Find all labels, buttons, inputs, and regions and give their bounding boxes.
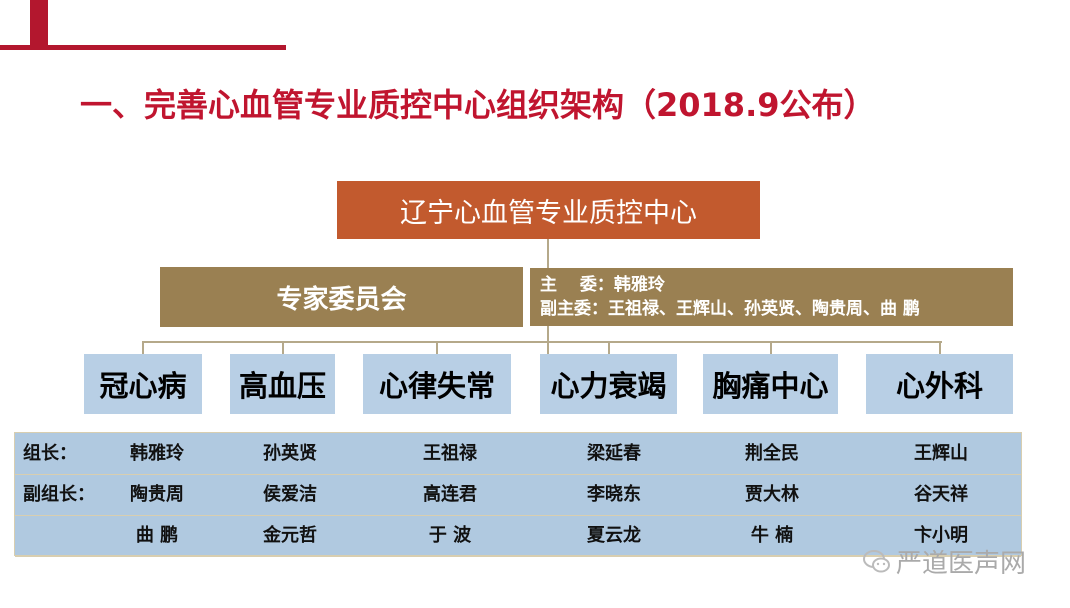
- row-label: 副组长：: [23, 484, 95, 505]
- table-cell: 牛 楠: [750, 525, 794, 546]
- table-cell: 贾大林: [745, 484, 799, 505]
- table-cell: 王辉山: [914, 443, 968, 464]
- connector: [436, 341, 438, 354]
- connector: [769, 341, 772, 354]
- category-box: 高血压: [230, 354, 335, 414]
- table-cell: 陶贵周: [130, 484, 184, 505]
- expert-committee-box: 专家委员会: [160, 267, 523, 327]
- table-cell: 王祖禄: [423, 443, 477, 464]
- table-row: 曲 鹏 金元哲 于 波 夏云龙 牛 楠 卞小明: [15, 515, 1021, 557]
- chair-text: 主 委：韩雅玲: [540, 275, 665, 295]
- table-cell: 梁延春: [587, 443, 641, 464]
- table-cell: 李晓东: [587, 484, 641, 505]
- watermark-text: 严道医声网: [896, 549, 1027, 579]
- table-cell: 于 波: [428, 525, 472, 546]
- table-cell: 曲 鹏: [135, 525, 179, 546]
- table-cell: 卞小明: [914, 525, 968, 546]
- category-box: 心律失常: [363, 354, 511, 414]
- vice-chair-text: 副主委：王祖禄、王辉山、孙英贤、陶贵周、曲 鹏: [540, 299, 920, 319]
- leader-table: 组长： 韩雅玲 孙英贤 王祖禄 梁延春 荆全民 王辉山副组长： 陶贵周 侯爱洁 高连君 李晓东 贾大林…: [14, 432, 1022, 557]
- table-cell: 韩雅玲: [130, 443, 184, 464]
- table-cell: 谷天祥: [914, 484, 968, 505]
- center-box: 辽宁心血管专业质控中心: [337, 181, 760, 239]
- table-row: 副组长： 陶贵周 侯爱洁 高连君 李晓东 贾大林 谷天祥: [15, 474, 1021, 516]
- category-box: 心外科: [866, 354, 1013, 414]
- connector: [142, 341, 942, 343]
- category-box: 心力衰竭: [540, 354, 677, 414]
- table-cell: 夏云龙: [587, 525, 641, 546]
- committee-info-box: 主 委：韩雅玲 副主委：王祖禄、王辉山、孙英贤、陶贵周、曲 鹏: [530, 268, 1013, 326]
- category-box: 胸痛中心: [703, 354, 838, 414]
- table-cell: 高连君: [423, 484, 477, 505]
- connector: [607, 341, 610, 354]
- watermark: 严道医声网: [862, 543, 1026, 580]
- table-cell: 侯爱洁: [263, 484, 317, 505]
- wechat-icon: [863, 549, 890, 572]
- page-title: 一、完善心血管专业质控中心组织架构（2018.9公布）: [80, 86, 876, 124]
- decor-bar-vertical: [30, 0, 48, 50]
- table-cell: 孙英贤: [263, 443, 317, 464]
- connector: [142, 341, 144, 354]
- row-label: 组长：: [23, 443, 77, 464]
- table-row: 组长： 韩雅玲 孙英贤 王祖禄 梁延春 荆全民 王辉山: [15, 433, 1021, 475]
- table-cell: 金元哲: [263, 525, 317, 546]
- category-box: 冠心病: [84, 354, 202, 414]
- table-cell: 荆全民: [745, 443, 799, 464]
- decor-bar-horizontal: [0, 45, 286, 50]
- connector: [938, 341, 941, 354]
- connector: [281, 341, 284, 354]
